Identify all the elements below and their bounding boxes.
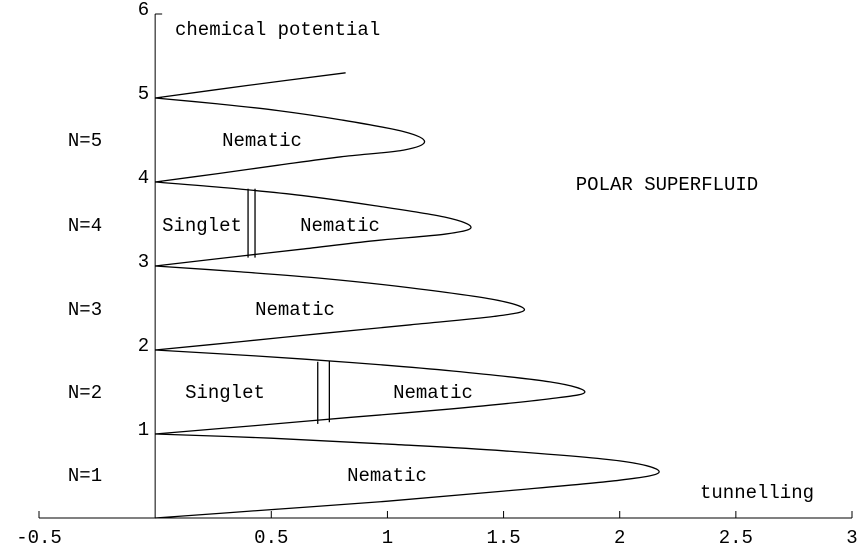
annotation: Nematic — [222, 130, 302, 152]
curve — [155, 349, 586, 435]
y-tick-label: 5 — [138, 83, 149, 105]
annotation: POLAR SUPERFLUID — [576, 174, 758, 196]
curve — [155, 181, 472, 267]
curve — [155, 433, 660, 519]
x-tick-label: 2.5 — [719, 527, 753, 549]
annotation: Nematic — [255, 299, 335, 321]
y-tick-label: 4 — [138, 167, 149, 189]
annotation: Nematic — [300, 215, 380, 237]
y-tick-label: 3 — [138, 251, 149, 273]
x-tick-label: 2 — [614, 527, 625, 549]
y-tick-label: 1 — [138, 419, 149, 441]
annotation: N=1 — [68, 465, 102, 487]
y-tick-label: 6 — [138, 0, 149, 21]
annotation: N=3 — [68, 299, 102, 321]
x-axis-label: tunnelling — [700, 482, 814, 504]
y-axis-label: chemical potential — [175, 19, 380, 41]
x-tick-label: 1.5 — [486, 527, 520, 549]
curve — [155, 72, 346, 99]
annotation: Singlet — [162, 215, 242, 237]
y-tick-label: 2 — [138, 335, 149, 357]
curve — [155, 97, 426, 183]
x-tick-label: 1 — [382, 527, 393, 549]
annotation: N=2 — [68, 382, 102, 404]
x-tick-label: 0.5 — [254, 527, 288, 549]
annotation: N=4 — [68, 215, 102, 237]
curve — [155, 265, 526, 351]
x-tick-label: 3 — [846, 527, 857, 549]
annotation: Singlet — [185, 382, 265, 404]
annotation: Nematic — [393, 382, 473, 404]
annotation: Nematic — [347, 465, 427, 487]
annotation: N=5 — [68, 130, 102, 152]
x-tick-label: -0.5 — [16, 527, 62, 549]
